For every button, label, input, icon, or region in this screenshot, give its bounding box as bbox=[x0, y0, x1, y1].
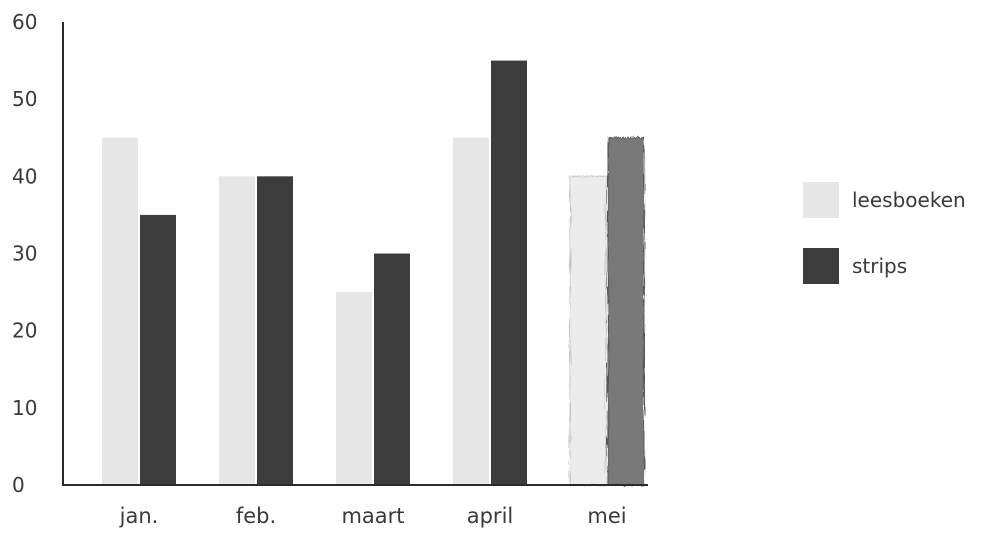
bars-group bbox=[102, 60, 645, 486]
legend-label-strips: strips bbox=[852, 254, 907, 278]
bar-leesboeken-4 bbox=[569, 175, 607, 486]
bar-strips-1 bbox=[257, 176, 293, 486]
x-category-label: mei bbox=[587, 504, 626, 528]
bar-leesboeken-0 bbox=[102, 137, 138, 485]
y-tick-label: 40 bbox=[12, 164, 37, 188]
bar-strips-2 bbox=[374, 253, 410, 485]
legend: leesboeken strips bbox=[803, 182, 966, 284]
legend-swatch-leesboeken bbox=[803, 182, 839, 218]
x-category-label: jan. bbox=[119, 504, 159, 528]
axes-group: 0 10 20 30 40 50 60 jan. feb. maart april mei bbox=[12, 10, 648, 528]
x-category-label: maart bbox=[341, 504, 404, 528]
legend-swatch-strips bbox=[803, 248, 839, 284]
y-tick-label: 20 bbox=[12, 319, 37, 343]
legend-label-leesboeken: leesboeken bbox=[852, 188, 966, 212]
y-tick-label: 30 bbox=[12, 242, 37, 266]
x-category-label: feb. bbox=[236, 504, 276, 528]
x-category-label: april bbox=[467, 504, 514, 528]
bar-leesboeken-1 bbox=[219, 176, 255, 486]
bar-leesboeken-2 bbox=[336, 292, 372, 485]
y-tick-label: 50 bbox=[12, 87, 37, 111]
bar-strips-3 bbox=[491, 60, 527, 485]
y-tick-label: 60 bbox=[12, 10, 37, 34]
y-tick-label: 10 bbox=[12, 396, 37, 420]
bar-strips-4 bbox=[607, 137, 645, 486]
y-tick-label: 0 bbox=[12, 473, 25, 497]
bar-leesboeken-3 bbox=[453, 137, 489, 485]
bar-strips-0 bbox=[140, 214, 176, 485]
